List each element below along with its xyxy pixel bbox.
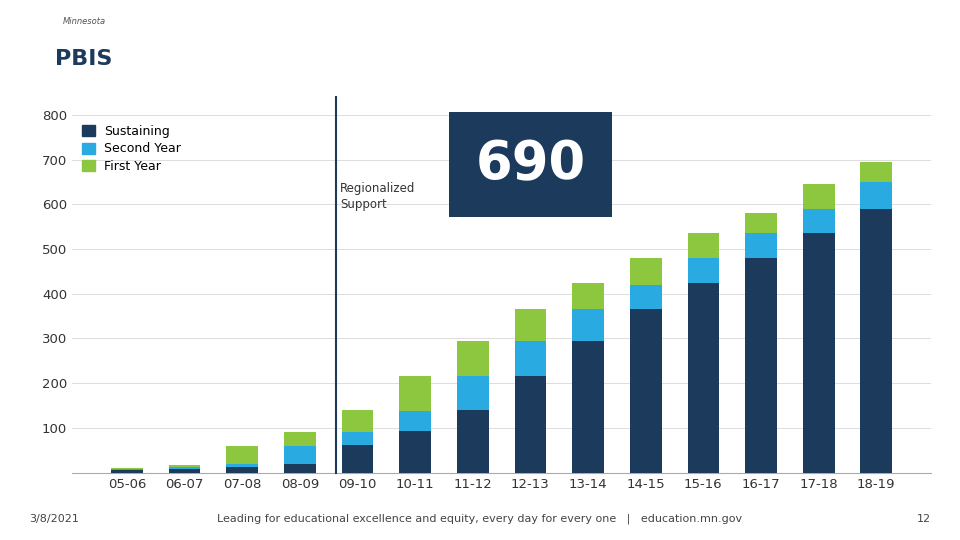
Bar [745, 233, 777, 258]
Bar [227, 463, 258, 467]
Bar [515, 309, 546, 341]
Bar [860, 162, 892, 182]
Bar [515, 376, 546, 472]
Text: Minnesota: Minnesota [62, 17, 106, 26]
Bar [111, 468, 143, 469]
Bar [803, 233, 834, 472]
Bar [515, 341, 546, 376]
Text: 690: 690 [475, 138, 586, 190]
Bar [342, 410, 373, 433]
Bar [227, 467, 258, 472]
Bar [630, 258, 661, 285]
Text: Regionalized
Support: Regionalized Support [340, 182, 416, 211]
Bar [687, 258, 719, 282]
Bar [457, 341, 489, 376]
Bar [227, 446, 258, 463]
Bar [399, 431, 431, 472]
Bar [630, 285, 661, 309]
Text: 3/8/2021: 3/8/2021 [29, 514, 79, 524]
Bar [457, 410, 489, 472]
Bar [745, 213, 777, 233]
Bar [111, 469, 143, 470]
Bar [111, 470, 143, 472]
Bar [745, 258, 777, 472]
Text: Growth of PBIS in Minnesota: Growth of PBIS in Minnesota [341, 33, 773, 62]
Bar [687, 282, 719, 472]
Bar [572, 282, 604, 309]
Bar [284, 463, 316, 472]
Bar [169, 465, 201, 467]
Text: 12: 12 [917, 514, 931, 524]
Bar [169, 467, 201, 469]
Bar [630, 309, 661, 472]
Bar [860, 182, 892, 209]
Bar [572, 309, 604, 341]
Bar [803, 209, 834, 233]
Legend: Sustaining, Second Year, First Year: Sustaining, Second Year, First Year [79, 122, 185, 177]
Bar [284, 433, 316, 446]
Bar [457, 376, 489, 410]
Bar [399, 375, 431, 411]
Bar [169, 469, 201, 472]
Bar [342, 445, 373, 472]
Bar [399, 411, 431, 431]
Bar [860, 209, 892, 472]
Bar [687, 233, 719, 258]
Text: PBIS: PBIS [56, 49, 112, 69]
Bar [572, 341, 604, 472]
Bar [284, 446, 316, 463]
Bar [342, 433, 373, 445]
Bar [803, 184, 834, 209]
Text: Leading for educational excellence and equity, every day for every one   |   edu: Leading for educational excellence and e… [217, 514, 743, 524]
